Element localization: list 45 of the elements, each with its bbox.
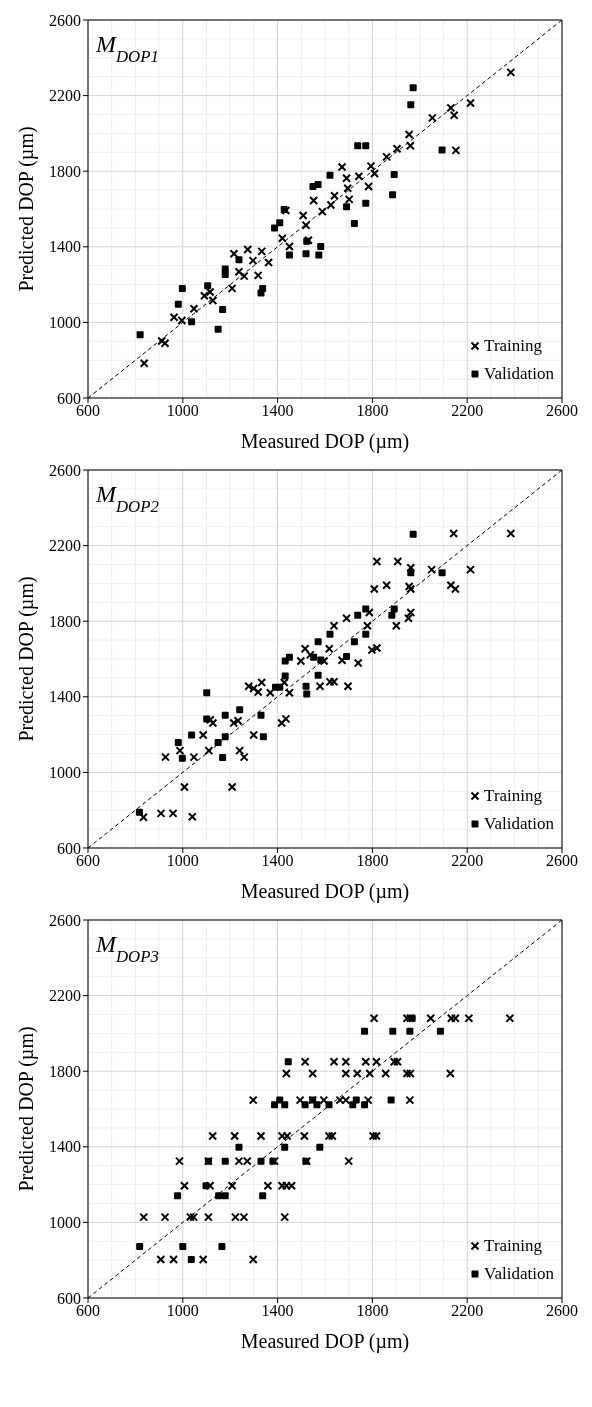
x-tick-label: 1400 (261, 402, 294, 420)
y-tick-label: 2200 (49, 87, 81, 105)
y-tick-label: 1400 (49, 1138, 81, 1156)
x-tick-label: 1800 (356, 852, 389, 870)
annotation: M$_{DOP3}$ (95, 931, 159, 966)
y-tick-label: 2600 (49, 911, 81, 929)
y-tick-label: 1000 (49, 1214, 81, 1232)
y-tick-label: 1400 (49, 688, 81, 706)
y-axis-title: Predicted DOP (µm) (15, 126, 39, 292)
x-axis-title: Measured DOP (µm) (240, 880, 410, 903)
x-tick-label: 1000 (166, 852, 199, 870)
x-tick-label: 1800 (356, 1302, 389, 1320)
y-tick-label: 1000 (49, 764, 81, 782)
legend-label: Validation (484, 363, 554, 385)
x-tick-label: 1800 (356, 402, 389, 420)
x-tick-label: 1000 (166, 402, 199, 420)
x-axis-title: Measured DOP (µm) (240, 430, 410, 453)
x-axis-title: Measured DOP (µm) (240, 1330, 410, 1353)
y-tick-label: 1800 (49, 162, 81, 180)
x-tick-label: 2200 (451, 1302, 484, 1320)
y-axis-title: Predicted DOP (µm) (15, 576, 39, 742)
y-tick-label: 2600 (49, 461, 81, 479)
x-tick-label: 2600 (546, 402, 578, 420)
x-tick-label: 2600 (546, 852, 578, 870)
y-tick-label: 1800 (49, 1062, 81, 1080)
x-tick-label: 2600 (546, 1302, 578, 1320)
x-tick-label: 2200 (451, 402, 484, 420)
y-tick-label: 1400 (49, 238, 81, 256)
legend-label: Validation (484, 1263, 554, 1285)
y-tick-label: 2600 (49, 11, 81, 29)
annotation: M$_{DOP1}$ (95, 31, 159, 66)
y-tick-label: 1800 (49, 612, 81, 630)
legend-label: Validation (484, 813, 554, 835)
y-tick-label: 2200 (49, 987, 81, 1005)
y-tick-label: 2200 (49, 537, 81, 555)
annotation: M$_{DOP2}$ (95, 481, 160, 516)
y-axis-title: Predicted DOP (µm) (15, 1026, 39, 1192)
y-tick-label: 1000 (49, 314, 81, 332)
legend-label: Training (484, 1235, 543, 1257)
x-tick-label: 1400 (261, 1302, 294, 1320)
x-tick-label: 2200 (451, 852, 484, 870)
legend-label: Training (484, 785, 543, 807)
legend-label: Training (484, 335, 543, 357)
x-tick-label: 1000 (166, 1302, 199, 1320)
x-tick-label: 1400 (261, 852, 294, 870)
